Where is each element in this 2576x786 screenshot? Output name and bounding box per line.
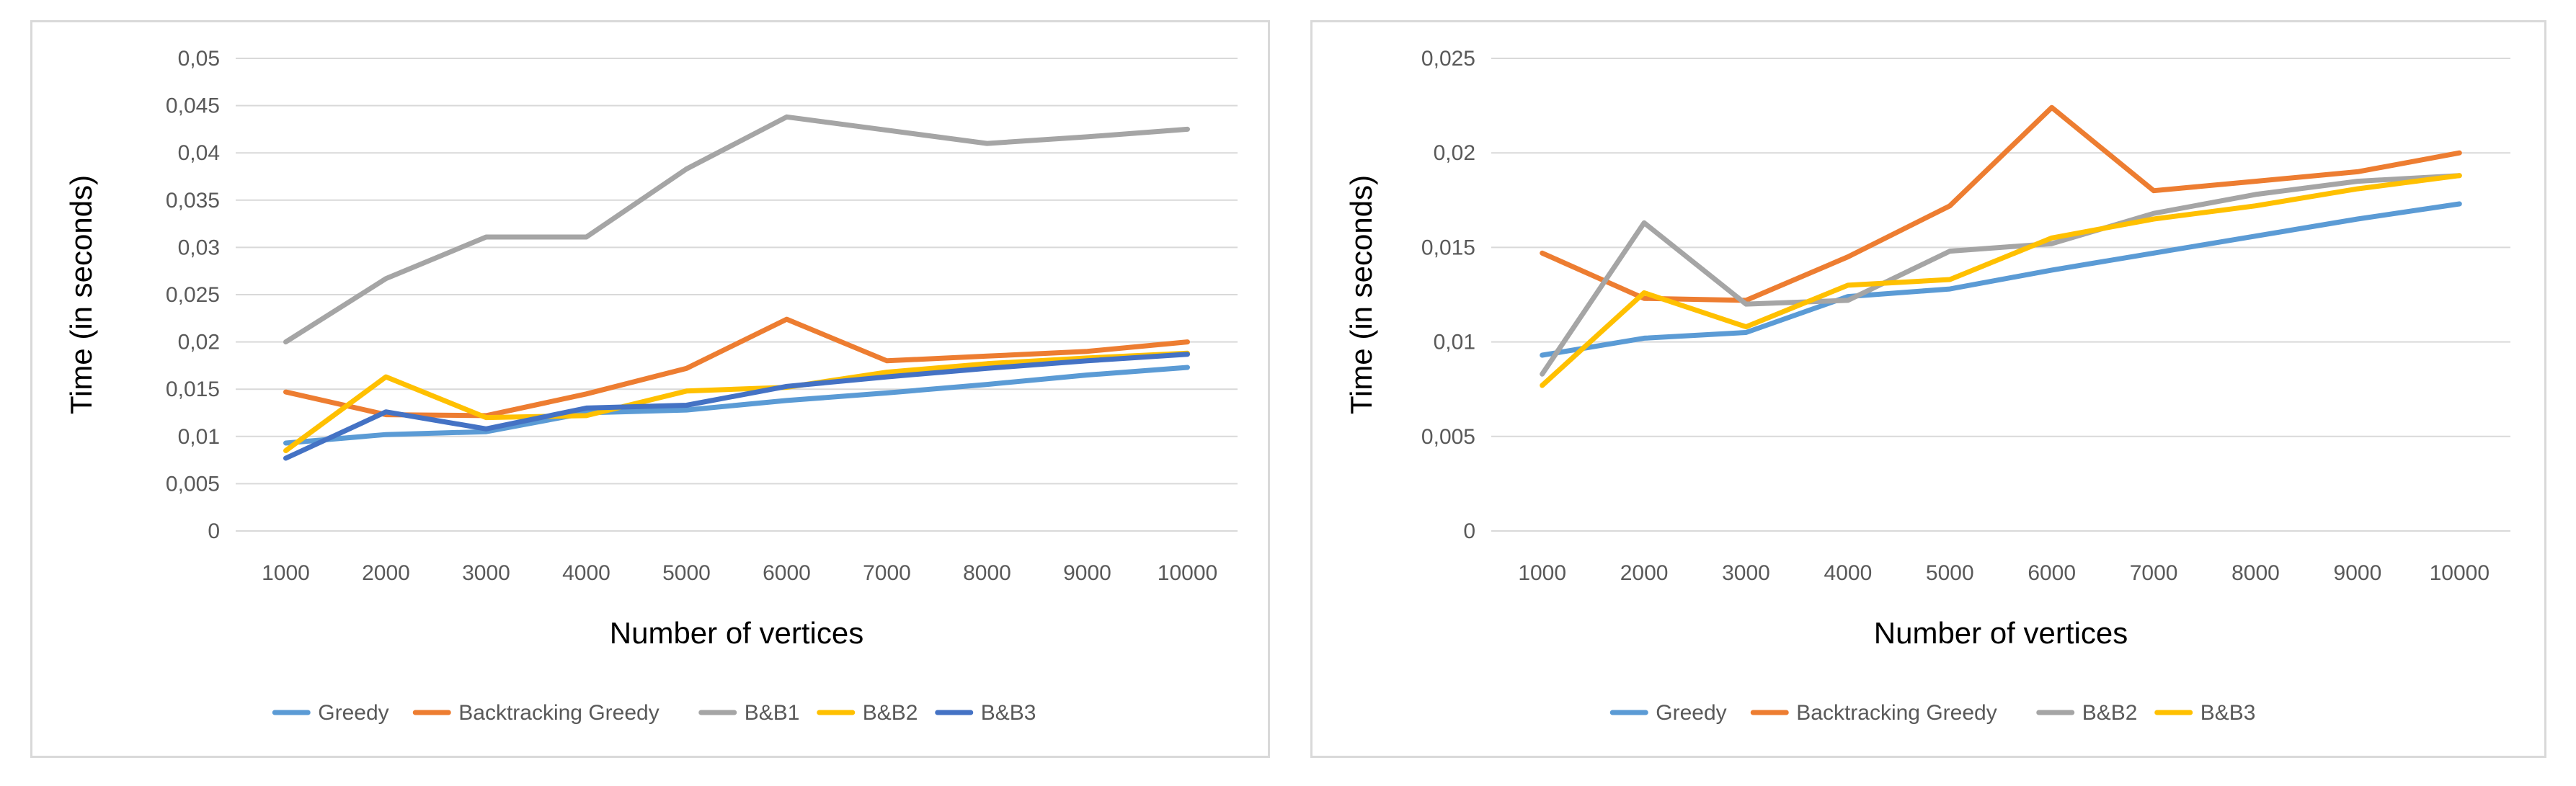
chart2-x-tick-label: 3000 (1722, 561, 1770, 585)
chart1-y-tick-label: 0,015 (166, 378, 220, 401)
chart2-x-tick-label: 2000 (1620, 561, 1669, 585)
chart1-y-tick-label: 0,01 (178, 425, 220, 449)
chart2-x-tick-label: 10000 (2430, 561, 2490, 585)
chart1-series-line-b-and-b2 (283, 350, 1190, 453)
chart1-y-tick-label: 0,02 (178, 331, 220, 354)
chart1-x-tick-label: 1000 (262, 561, 310, 585)
chart1-y-tick-label: 0,005 (166, 472, 220, 496)
chart1-legend-label-b-and-b3: B&B3 (981, 701, 1036, 725)
chart1-legend-label-b-and-b2: B&B2 (863, 701, 918, 725)
chart1-x-tick-label: 10000 (1158, 561, 1217, 585)
chart1-series-line-greedy (283, 365, 1190, 446)
chart2-series-line-b-and-b2 (1540, 173, 2462, 377)
chart1-series-line-backtracking-greedy (283, 316, 1190, 419)
chart1-x-tick-label: 3000 (462, 561, 510, 585)
chart1-y-tick-label: 0,025 (166, 283, 220, 307)
chart1-legend-label-greedy: Greedy (318, 701, 388, 725)
chart2-legend-label-greedy: Greedy (1656, 701, 1726, 725)
chart2-legend-label-b-and-b3: B&B3 (2200, 701, 2256, 725)
chart2-x-tick-label: 7000 (2130, 561, 2178, 585)
chart1-legend-label-b-and-b1: B&B1 (745, 701, 800, 725)
chart1-x-tick-label: 9000 (1063, 561, 1111, 585)
chart2-x-axis-title: Number of vertices (1874, 616, 2128, 650)
chart-panel-right: 0 0,005 0,01 0,015 0,02 0,025 1000 2000 3000 4000… (1310, 20, 2546, 758)
chart2-x-tick-label: 4000 (1824, 561, 1873, 585)
chart2-y-tick-label: 0,015 (1421, 236, 1475, 259)
chart2-series-line-backtracking-greedy (1540, 104, 2462, 303)
chart1-y-tick-label: 0 (208, 519, 220, 543)
chart2-series-line-b-and-b3 (1540, 173, 2462, 388)
chart2-x-tick-label: 5000 (1926, 561, 1974, 585)
chart1-series-line-b-and-b1 (283, 114, 1190, 345)
chart1-y-tick-label: 0,045 (166, 94, 220, 118)
chart1-legend-label-backtracking-greedy: Backtracking Greedy (458, 701, 659, 725)
chart1-y-tick-label: 0,05 (178, 47, 220, 71)
chart1-y-tick-label: 0,04 (178, 141, 220, 165)
chart1-y-axis-title: Time (in seconds) (64, 175, 98, 414)
chart2-series-line-greedy (1540, 201, 2462, 358)
chart2-x-tick-label: 6000 (2028, 561, 2076, 585)
chart2-y-tick-label: 0,005 (1421, 425, 1475, 449)
chart2-legend-label-backtracking-greedy: Backtracking Greedy (1796, 701, 1997, 725)
chart-left: 0 0,005 0,01 0,015 0,02 0,025 0,03 0,035 0,04 0,0… (64, 47, 1238, 725)
chart1-x-tick-label: 6000 (763, 561, 811, 585)
chart2-y-tick-label: 0 (1463, 519, 1475, 543)
chart1-x-tick-label: 2000 (362, 561, 410, 585)
chart1-series-line-b-and-b3 (283, 352, 1190, 461)
chart1-x-axis-title: Number of vertices (610, 616, 863, 650)
chart1-y-tick-label: 0,03 (178, 236, 220, 259)
chart1-x-tick-label: 4000 (562, 561, 610, 585)
chart2-x-tick-label: 9000 (2334, 561, 2382, 585)
chart2-y-tick-label: 0,01 (1434, 331, 1475, 354)
chart2-y-tick-label: 0,02 (1434, 141, 1475, 165)
chart1-x-tick-label: 5000 (662, 561, 711, 585)
chart2-y-tick-label: 0,025 (1421, 47, 1475, 71)
chart2-legend-label-b-and-b2: B&B2 (2082, 701, 2138, 725)
chart2-x-tick-label: 1000 (1518, 561, 1566, 585)
chart2-x-tick-label: 8000 (2231, 561, 2280, 585)
chart-right: 0 0,005 0,01 0,015 0,02 0,025 1000 2000 3000 4000… (1344, 47, 2510, 725)
chart1-x-tick-label: 8000 (963, 561, 1011, 585)
chart-panel-left: 0 0,005 0,01 0,015 0,02 0,025 0,03 0,035 0,04 0,0… (30, 20, 1270, 758)
chart2-y-axis-title: Time (in seconds) (1344, 175, 1378, 414)
chart1-y-tick-label: 0,035 (166, 189, 220, 213)
chart1-x-tick-label: 7000 (863, 561, 911, 585)
